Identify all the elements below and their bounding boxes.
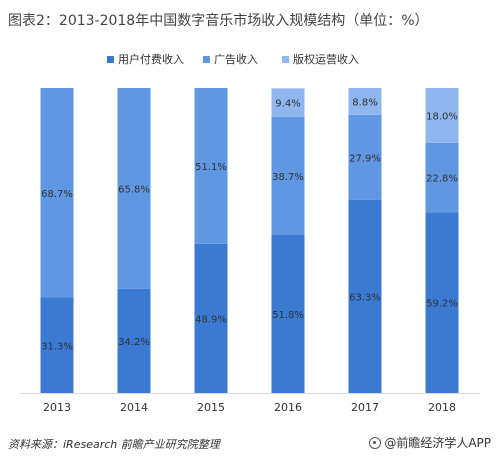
data-label-2013-s0: 31.3% [41,341,73,352]
source-note: 资料来源：iResearch 前瞻产业研究院整理 [8,438,220,451]
data-label-2016-s1: 38.7% [272,172,304,183]
data-label-2018-s1: 22.8% [426,174,458,185]
bar-2016-s2 [271,88,305,117]
bar-2017-s2 [348,88,382,115]
data-label-2014-s0: 34.2% [118,337,150,348]
data-label-2017-s1: 27.9% [349,153,381,164]
legend-label-2: 版权运营收入 [293,52,359,66]
data-label-2014-s1: 65.8% [118,184,150,195]
x-tick-2013: 2013 [43,401,71,414]
bar-2017-s0 [348,199,382,393]
data-label-2016-s0: 51.8% [272,310,304,321]
x-tick-2014: 2014 [120,401,148,414]
legend-swatch-1 [203,56,210,63]
data-label-2016-s2: 9.4% [275,99,300,110]
bar-2014-s1 [117,88,151,289]
bar-2017-s1 [348,114,382,200]
data-label-2015-s1: 51.1% [195,162,227,173]
data-label-2015-s0: 48.9% [195,314,227,325]
bars [40,88,459,393]
brand-logo-icon [369,436,382,449]
bar-2013-s1 [40,88,74,298]
data-label-2018-s0: 59.2% [426,299,458,310]
brand-text: @前瞻经济学人APP [384,436,491,450]
bar-2018-s2 [425,88,459,143]
chart-title: 图表2：2013-2018年中国数字音乐市场收入规模结构（单位：%） [8,13,429,29]
bar-2016-s1 [271,116,305,236]
data-labels: 31.3% 68.7% 34.2% 65.8% 48.9% 51.1% 51.8% 38.7%… [41,97,458,352]
bar-2018-s1 [425,142,459,213]
legend: 用户付费收入 广告收入 版权运营收入 [107,52,359,66]
data-label-2013-s1: 68.7% [41,189,73,200]
data-label-2017-s0: 63.3% [349,292,381,303]
legend-swatch-2 [282,56,289,63]
x-tick-2017: 2017 [351,401,379,414]
x-tick-2018: 2018 [428,401,456,414]
x-tick-2015: 2015 [197,401,225,414]
x-tick-2016: 2016 [274,401,302,414]
bar-2015-s0 [194,243,228,393]
bar-2016-s0 [271,235,305,393]
bar-2014-s0 [117,288,151,393]
data-label-2017-s2: 8.8% [352,97,377,108]
bar-2015-s1 [194,88,228,244]
legend-label-0: 用户付费收入 [118,52,184,66]
legend-swatch-0 [107,56,114,63]
bar-2013-s0 [40,297,74,393]
x-tick-labels: 2013 2014 2015 2016 2017 2018 [43,401,456,414]
brand-label: @前瞻经济学人APP [369,434,491,451]
bar-2018-s0 [425,212,459,393]
legend-label-1: 广告收入 [214,52,258,66]
data-label-2018-s2: 18.0% [426,111,458,122]
